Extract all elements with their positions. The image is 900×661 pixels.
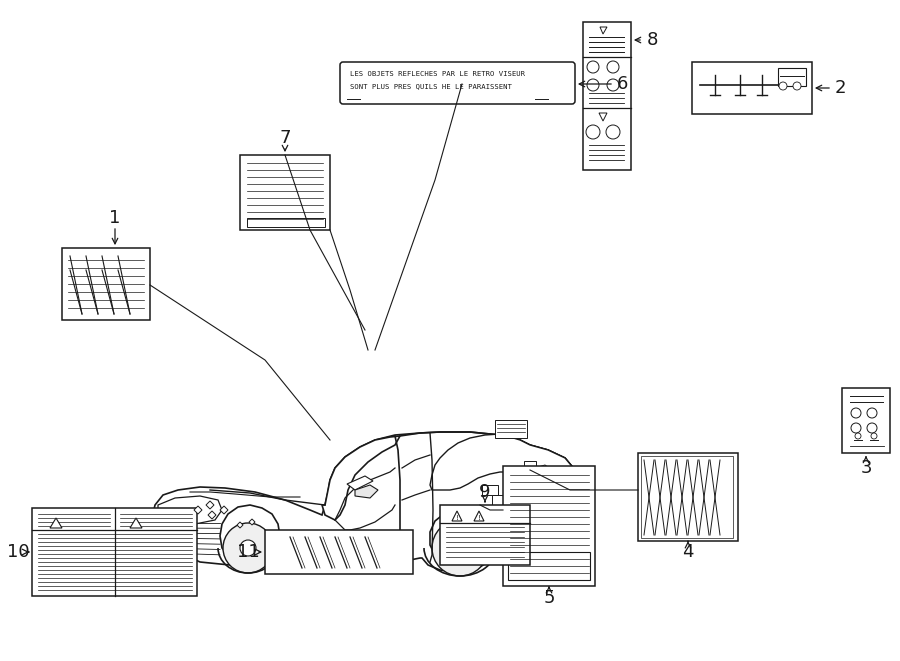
- Text: 7: 7: [279, 129, 291, 147]
- Circle shape: [871, 433, 877, 439]
- Circle shape: [607, 61, 619, 73]
- Bar: [265, 530, 413, 574]
- Polygon shape: [249, 519, 255, 525]
- Text: 8: 8: [646, 31, 658, 49]
- Bar: [641, 456, 733, 538]
- Circle shape: [223, 523, 273, 573]
- Bar: [583, 22, 631, 170]
- Bar: [508, 552, 590, 580]
- Text: 3: 3: [860, 459, 872, 477]
- Polygon shape: [237, 522, 243, 528]
- Bar: [503, 466, 595, 586]
- Bar: [495, 420, 527, 438]
- Bar: [247, 218, 325, 227]
- Circle shape: [855, 433, 861, 439]
- Text: 9: 9: [479, 483, 490, 501]
- Circle shape: [867, 423, 877, 433]
- Circle shape: [793, 82, 801, 90]
- Circle shape: [779, 82, 787, 90]
- Text: LES OBJETS REFLECHES PAR LE RETRO VISEUR: LES OBJETS REFLECHES PAR LE RETRO VISEUR: [350, 71, 525, 77]
- Polygon shape: [158, 496, 222, 524]
- Polygon shape: [600, 27, 607, 34]
- Text: 1: 1: [109, 209, 121, 227]
- Polygon shape: [206, 501, 214, 509]
- Bar: [778, 68, 806, 86]
- Circle shape: [587, 61, 599, 73]
- Circle shape: [606, 125, 620, 139]
- Polygon shape: [152, 432, 580, 572]
- Text: SONT PLUS PRES QUILS HE LE PARAISSENT: SONT PLUS PRES QUILS HE LE PARAISSENT: [350, 83, 512, 89]
- Bar: [440, 505, 530, 565]
- Polygon shape: [130, 518, 142, 528]
- Bar: [524, 461, 536, 469]
- Bar: [692, 62, 812, 114]
- Polygon shape: [528, 465, 552, 476]
- Circle shape: [851, 423, 861, 433]
- Polygon shape: [220, 506, 228, 514]
- Circle shape: [587, 79, 599, 91]
- FancyBboxPatch shape: [340, 62, 575, 104]
- Polygon shape: [208, 511, 216, 519]
- Polygon shape: [430, 434, 578, 490]
- Bar: [240, 155, 330, 230]
- Circle shape: [451, 539, 469, 557]
- Text: !: !: [455, 515, 458, 521]
- Text: 5: 5: [544, 589, 554, 607]
- Bar: [638, 453, 738, 541]
- Text: 11: 11: [237, 543, 259, 561]
- Polygon shape: [474, 511, 484, 521]
- Circle shape: [432, 520, 488, 576]
- Polygon shape: [452, 511, 462, 521]
- Text: 4: 4: [682, 543, 694, 561]
- Bar: [539, 471, 551, 479]
- Polygon shape: [355, 485, 378, 498]
- Text: 2: 2: [834, 79, 846, 97]
- Polygon shape: [50, 518, 62, 528]
- Circle shape: [607, 79, 619, 91]
- Bar: [32, 508, 197, 596]
- Circle shape: [867, 408, 877, 418]
- Polygon shape: [322, 436, 400, 520]
- Circle shape: [586, 125, 600, 139]
- Bar: [842, 388, 890, 453]
- Polygon shape: [599, 113, 607, 121]
- Bar: [546, 484, 558, 492]
- Polygon shape: [347, 476, 373, 490]
- Text: 10: 10: [6, 543, 30, 561]
- Circle shape: [851, 408, 861, 418]
- Bar: [62, 248, 150, 320]
- Circle shape: [240, 540, 256, 556]
- Text: !: !: [478, 515, 481, 521]
- Polygon shape: [194, 506, 202, 514]
- Bar: [492, 495, 508, 505]
- Bar: [482, 485, 498, 495]
- Text: 6: 6: [616, 75, 627, 93]
